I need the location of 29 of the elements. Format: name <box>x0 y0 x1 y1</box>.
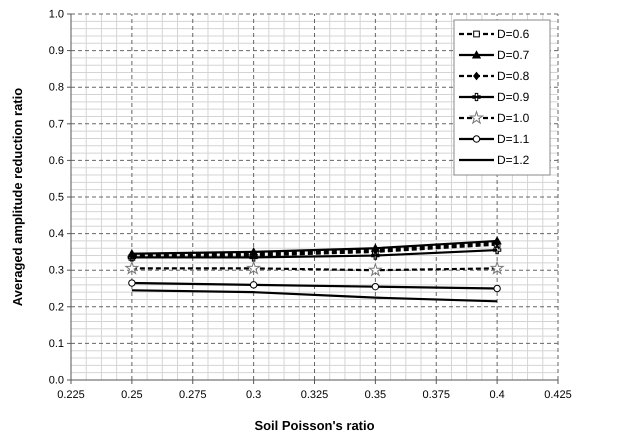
legend-label: D=0.8 <box>497 69 530 83</box>
y-tick-label: 0.3 <box>48 264 64 277</box>
x-tick-label: 0.3 <box>246 388 262 401</box>
y-tick-label: 0.2 <box>48 301 64 314</box>
legend-label: D=0.6 <box>497 27 530 41</box>
legend-label: D=0.7 <box>497 48 530 62</box>
x-tick-label: 0.425 <box>544 388 572 401</box>
x-tick-label: 0.275 <box>178 388 207 401</box>
x-tick-label: 0.225 <box>57 388 85 401</box>
x-tick-label: 0.25 <box>121 388 143 401</box>
y-tick-label: 0.9 <box>48 45 64 58</box>
x-tick-label: 0.35 <box>364 388 386 401</box>
legend-label: D=1.1 <box>497 132 530 146</box>
y-tick-label: 0.8 <box>48 82 64 94</box>
legend-label: D=1.2 <box>497 153 530 167</box>
y-tick-label: 1.0 <box>48 8 64 21</box>
x-tick-label: 0.4 <box>489 388 505 401</box>
y-tick-label: 0.0 <box>48 374 64 387</box>
y-axis-title: Averaged amplitude reduction ratio <box>10 88 25 306</box>
legend-label: D=1.0 <box>497 111 530 125</box>
y-tick-label: 0.4 <box>48 228 64 240</box>
y-tick-label: 0.1 <box>48 338 64 350</box>
y-tick-label: 0.5 <box>48 192 64 204</box>
x-tick-label: 0.325 <box>300 388 328 401</box>
y-tick-label: 0.6 <box>48 154 64 167</box>
x-tick-label: 0.375 <box>422 388 450 401</box>
legend-label: D=0.9 <box>497 90 530 104</box>
y-tick-label: 0.7 <box>48 118 64 130</box>
x-axis-title: Soil Poisson's ratio <box>254 418 375 433</box>
